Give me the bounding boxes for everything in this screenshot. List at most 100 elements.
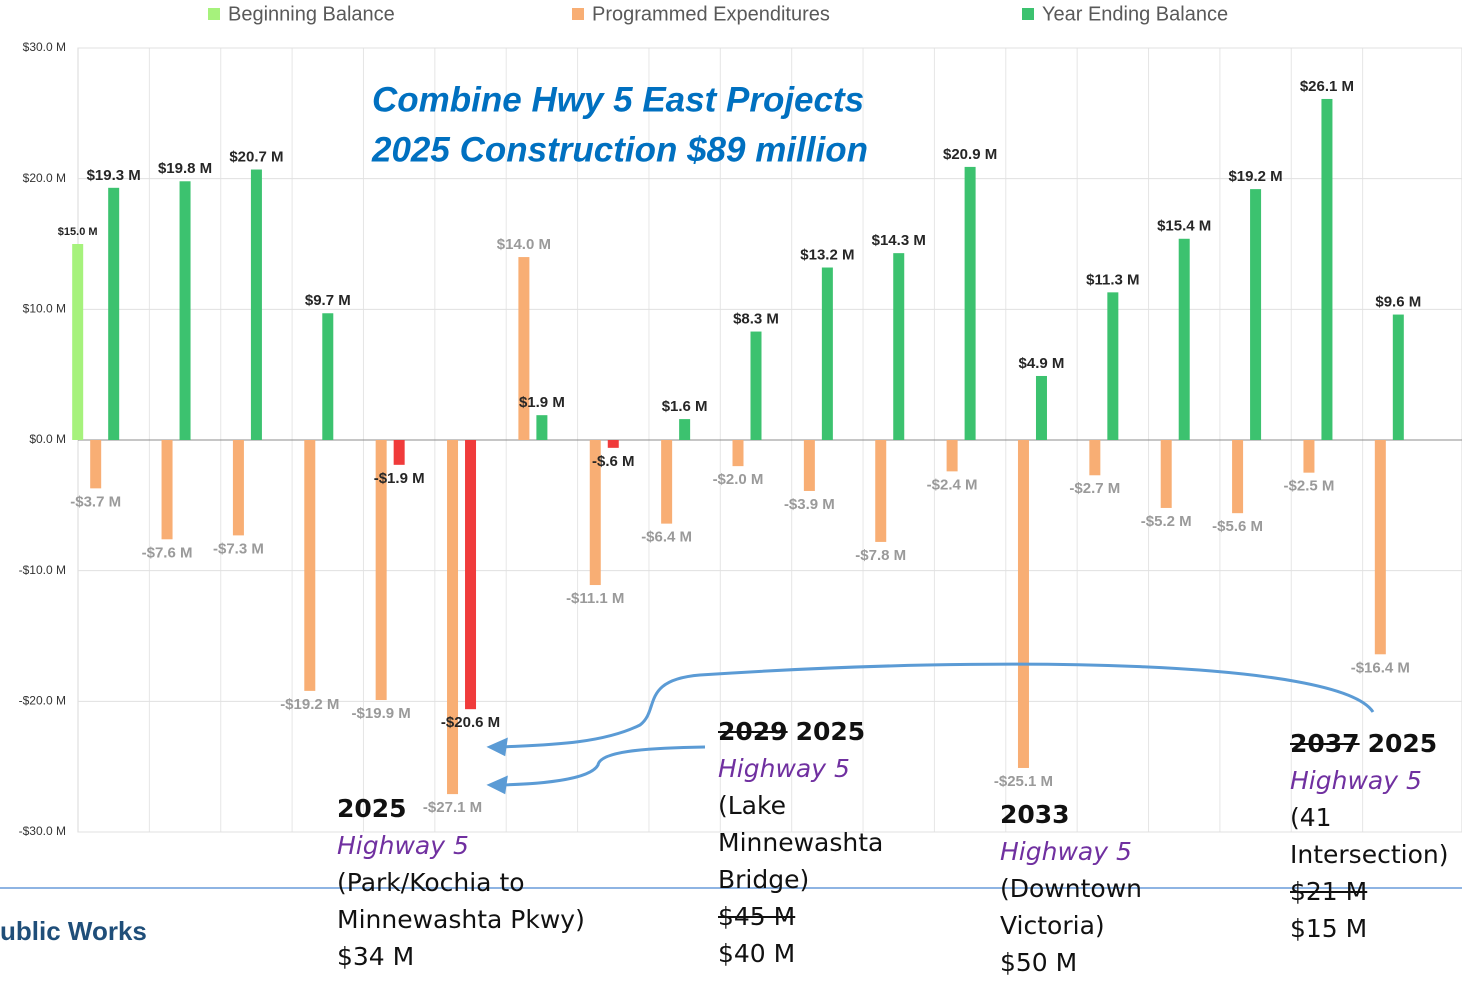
value-label: -$11.1 M [566,590,624,607]
bar [1107,292,1119,440]
plot: -$30.0 M -$20.0 M -$10.0 M $0.0 M $10.0 M $20… [19,3,1462,838]
bar [893,253,905,440]
value-label: $13.2 M [800,246,854,263]
bar [536,415,548,440]
note-cost-struck: $21 M [1290,877,1368,906]
bar [964,166,976,440]
y-tick-label: -$20.0 M [19,694,66,708]
value-label: $14.3 M [872,232,926,249]
arrow-head [486,775,508,795]
value-label: $26.1 M [1300,78,1354,95]
note-year: 2025 [795,717,866,746]
legend-label: Year Ending Balance [1042,3,1228,25]
value-label: -$16.4 M [1351,659,1410,676]
bar [1017,440,1029,768]
note-road: Highway 5 [718,754,850,783]
project-note: 2025 Highway 5 (Park/Kochia to Minnewash… [337,790,612,975]
bar [1321,98,1333,441]
project-note: 2037 2025 Highway 5 (41 Intersection) $21… [1290,725,1460,947]
bar [1035,375,1047,440]
value-label: $9.6 M [1375,294,1421,311]
value-label: -$20.6 M [441,714,500,731]
y-tick-label: $0.0 M [29,432,66,446]
bar [732,440,744,467]
value-label: $8.3 M [733,311,779,328]
bar [90,440,102,489]
value-label: -$19.2 M [280,696,339,713]
value-label: $9.7 M [305,292,351,309]
bar [821,267,833,440]
y-tick-label: -$10.0 M [19,563,66,577]
bar [1089,440,1101,476]
bar [72,244,84,440]
bar [375,440,387,701]
bar [250,169,262,440]
bar [1303,440,1315,473]
value-label: -$7.6 M [142,544,193,561]
chart-title: Combine Hwy 5 East Projects [372,80,864,119]
value-label: -$2.0 M [713,471,764,488]
bar [393,440,405,465]
value-label: -$3.7 M [70,493,121,510]
value-label: -$6.4 M [641,529,692,546]
value-label: -$19.9 M [352,705,411,722]
y-tick-label: $10.0 M [23,302,66,316]
legend-label: Programmed Expenditures [592,3,830,25]
bar [661,440,673,524]
value-label: -$5.6 M [1212,518,1263,535]
value-label: $4.9 M [1019,355,1065,372]
bar [1232,440,1244,514]
value-label: -$5.2 M [1141,513,1192,530]
note-year-struck: 2029 [718,717,788,746]
value-label: -$7.3 M [213,540,264,557]
bar [1160,440,1172,508]
bar [589,440,601,586]
value-label: $15.4 M [1157,218,1211,235]
note-location: (Downtown Victoria) [1000,874,1142,940]
arrow [499,662,1375,749]
value-label: $19.8 M [158,160,212,177]
value-label: $19.2 M [1228,168,1282,185]
bar [322,313,334,440]
bar [108,187,120,440]
value-label: -$.6 M [592,453,635,470]
y-tick-label: $20.0 M [23,171,66,185]
bar [518,257,530,440]
bar [607,440,619,448]
bar [447,440,459,795]
chart-subtitle: 2025 Construction $89 million [371,130,868,169]
value-label: -$3.9 M [784,496,835,513]
footer-text: ublic Works [0,916,147,946]
note-cost-struck: $45 M [718,902,796,931]
bar [750,331,762,440]
note-cost: $40 M [718,939,796,968]
bar [679,419,691,440]
bar [946,440,958,472]
value-label: -$2.7 M [1069,480,1120,497]
value-label: $20.7 M [229,148,283,165]
value-label: $1.9 M [519,394,565,411]
project-note: 2033 Highway 5 (Downtown Victoria) $50 M [1000,796,1170,981]
value-label: $11.3 M [1086,271,1139,288]
note-year: 2025 [337,794,407,823]
project-note: 2029 2025 Highway 5 (Lake Minnewashta Bri… [718,713,903,972]
note-location: (Lake Minnewashta Bridge) [718,791,884,894]
legend-swatch [208,8,220,20]
value-label: $1.6 M [662,398,708,415]
y-tick-label: $30.0 M [23,40,66,54]
note-year: 2025 [1367,729,1438,758]
value-label: -$1.9 M [374,470,425,487]
note-cost: $50 M [1000,948,1078,977]
value-label: -$25.1 M [994,773,1053,790]
value-label: $15.0 M [58,226,98,238]
bar [179,181,191,440]
bar [1250,189,1262,440]
value-label: $19.3 M [87,167,141,184]
bar [232,440,244,536]
arrow [499,745,706,787]
legend-swatch [1022,8,1034,20]
bar [304,440,316,691]
value-label: -$27.1 M [423,799,482,816]
